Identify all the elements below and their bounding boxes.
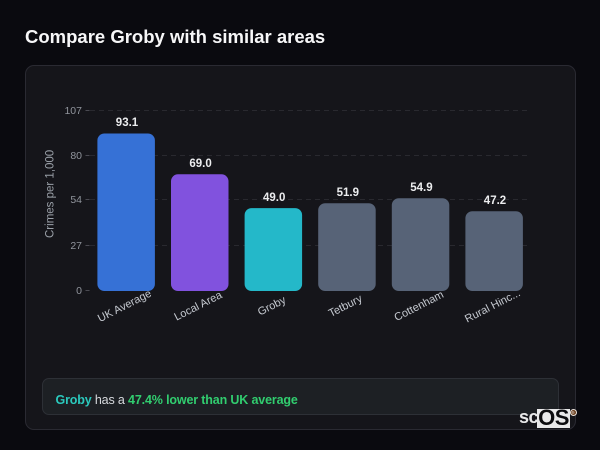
svg-text:Cottenham: Cottenham bbox=[392, 289, 445, 324]
svg-text:Groby: Groby bbox=[256, 294, 289, 319]
svg-text:0: 0 bbox=[76, 285, 82, 297]
svg-text:80: 80 bbox=[70, 150, 82, 162]
svg-text:Crimes per 1,000: Crimes per 1,000 bbox=[45, 150, 57, 238]
svg-text:UK Average: UK Average bbox=[96, 288, 154, 325]
svg-text:51.9: 51.9 bbox=[337, 187, 359, 199]
svg-text:27: 27 bbox=[70, 240, 82, 252]
svg-text:69.0: 69.0 bbox=[189, 158, 211, 170]
svg-text:49.0: 49.0 bbox=[263, 192, 285, 204]
svg-text:93.1: 93.1 bbox=[116, 117, 139, 129]
svg-text:Local Area: Local Area bbox=[172, 289, 225, 324]
svg-text:47.2: 47.2 bbox=[484, 195, 506, 207]
svg-text:107: 107 bbox=[64, 105, 82, 117]
svg-text:54: 54 bbox=[70, 194, 82, 206]
svg-text:Tetbury: Tetbury bbox=[327, 293, 365, 320]
svg-text:Rural Hinc...: Rural Hinc... bbox=[463, 287, 522, 325]
svg-text:54.9: 54.9 bbox=[410, 182, 432, 194]
